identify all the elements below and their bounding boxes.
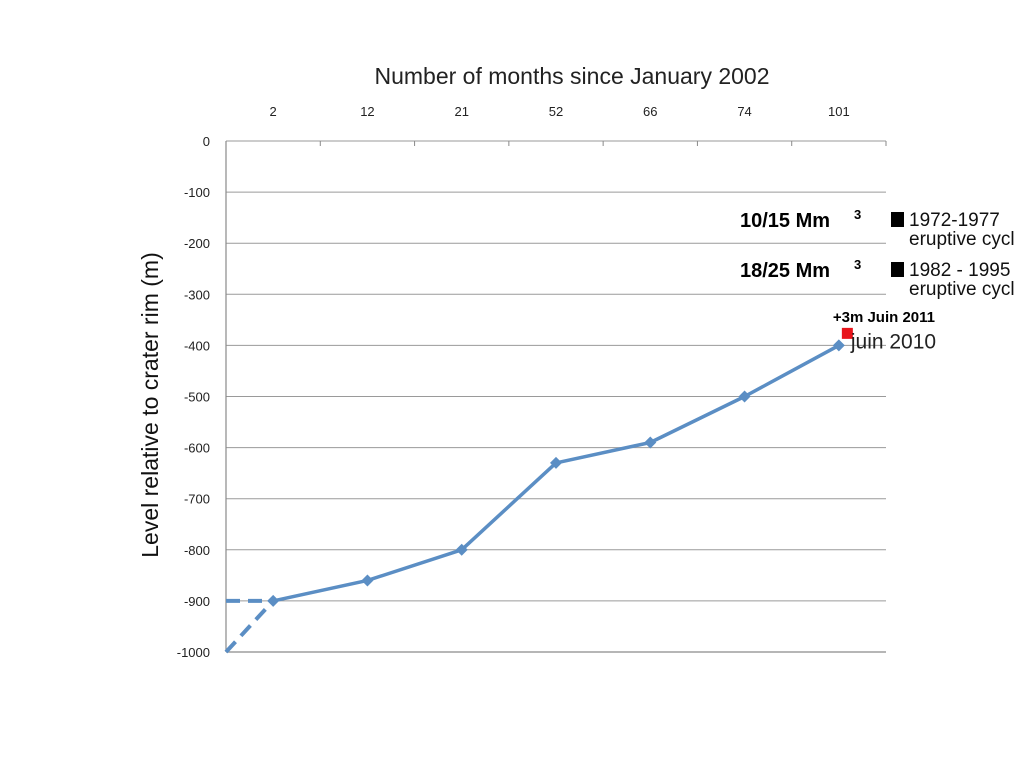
legend-square-marker bbox=[891, 262, 904, 277]
legend-square-marker bbox=[891, 212, 904, 227]
y-tick-label: -1000 bbox=[177, 645, 210, 660]
grid bbox=[226, 140, 886, 602]
legend-cycle-text: eruptive cycl bbox=[909, 279, 1015, 300]
y-tick-label: -700 bbox=[184, 492, 210, 507]
legend-volume-superscript: 3 bbox=[854, 257, 861, 272]
data-point-marker bbox=[738, 390, 751, 403]
y-tick-label: -300 bbox=[184, 287, 210, 302]
legend-cycle-text: eruptive cycl bbox=[909, 229, 1015, 250]
y-tick-label: -800 bbox=[184, 543, 210, 558]
x-tick-label: 52 bbox=[549, 104, 563, 119]
chart-title: Number of months since January 2002 bbox=[374, 63, 769, 89]
data-point-marker bbox=[644, 436, 657, 449]
x-tick-label: 74 bbox=[737, 104, 751, 119]
y-tick-label: -100 bbox=[184, 185, 210, 200]
x-tick-label: 66 bbox=[643, 104, 657, 119]
y-tick-label: -500 bbox=[184, 390, 210, 405]
data-point-marker bbox=[455, 543, 468, 556]
x-tick-label: 12 bbox=[360, 104, 374, 119]
y-axis-label: Level relative to crater rim (m) bbox=[137, 252, 163, 557]
y-tick-label: -600 bbox=[184, 441, 210, 456]
annotations: +3m Juin 2011 juin 2010 10/15 Mm 3 1972-1977… bbox=[740, 207, 1015, 353]
data-point-marker bbox=[832, 339, 845, 352]
x-tick-label: 101 bbox=[828, 104, 850, 119]
extra-point-label: +3m Juin 2011 bbox=[833, 309, 935, 326]
x-tick-label: 21 bbox=[454, 104, 468, 119]
y-tick-label: -200 bbox=[184, 236, 210, 251]
legend-volume-label: 10/15 Mm bbox=[740, 210, 830, 232]
extra-point-marker bbox=[841, 327, 853, 339]
series-line bbox=[272, 343, 840, 603]
dashed-rising-extension bbox=[224, 599, 275, 654]
data-point-marker bbox=[361, 574, 374, 587]
series bbox=[224, 339, 845, 654]
legend-volume-superscript: 3 bbox=[854, 207, 861, 222]
data-point-marker bbox=[550, 456, 562, 469]
x-tick-label: 2 bbox=[270, 104, 277, 119]
legend-cycle-years: 1982 - 1995 bbox=[909, 260, 1010, 281]
legend-cycle-years: 1972-1977 bbox=[909, 210, 1000, 231]
y-tick-label: 0 bbox=[203, 134, 210, 149]
y-tick-label: -900 bbox=[184, 594, 210, 609]
data-point-marker bbox=[267, 594, 280, 607]
axes: 0 -100 -200 -300 -400 -500 -600 -700 -800 -900 -10… bbox=[177, 104, 887, 660]
point-annotation-label: juin 2010 bbox=[850, 330, 936, 353]
y-tick-label: -400 bbox=[184, 338, 210, 353]
legend-volume-label: 18/25 Mm bbox=[740, 260, 830, 282]
